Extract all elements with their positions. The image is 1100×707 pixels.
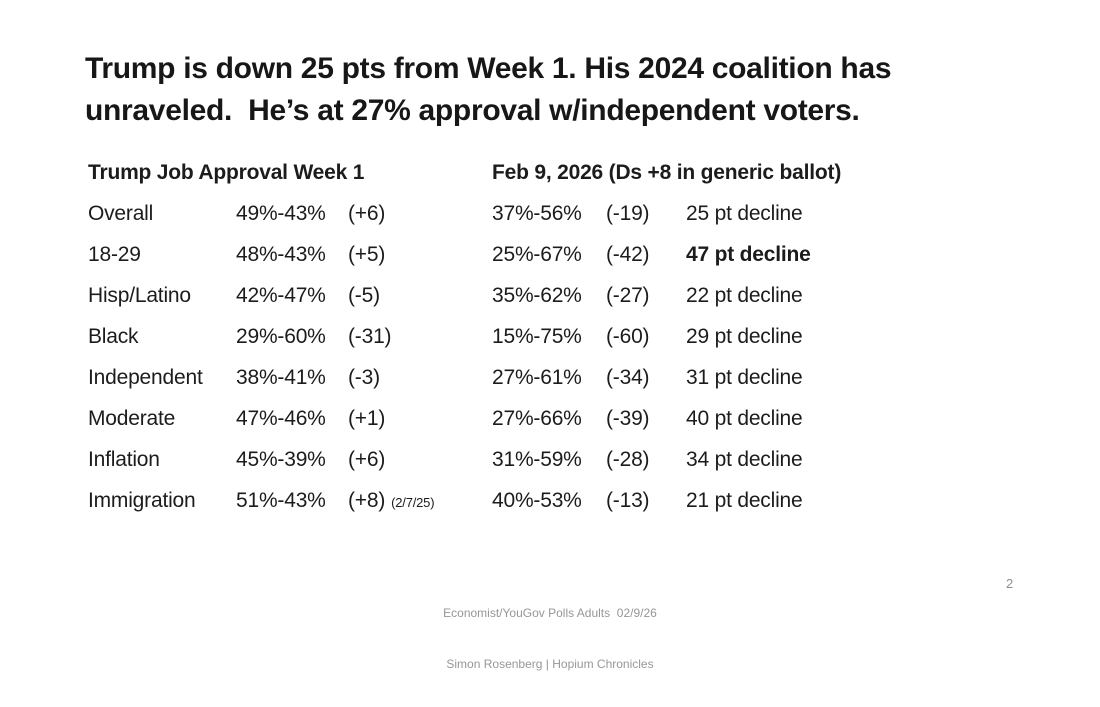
week1-margin: (-3)	[348, 366, 380, 389]
feb9-margin: (-34)	[606, 366, 650, 389]
week1-approval: 42%-47%	[236, 284, 326, 307]
table-body: Overall 49%-43% (+6) 37%-56% (-19) 25 pt…	[88, 193, 1008, 521]
feb9-margin: (-28)	[606, 448, 650, 471]
feb9-approval: 35%-62%	[492, 284, 582, 307]
row-label: Independent	[88, 366, 203, 389]
feb9-margin: (-42)	[606, 243, 650, 266]
feb9-margin: (-19)	[606, 202, 650, 225]
decline-value: 40 pt decline	[686, 407, 803, 430]
row-label: Immigration	[88, 489, 196, 512]
row-label: Moderate	[88, 407, 176, 430]
table-row: Moderate 47%-46% (+1) 27%-66% (-39) 40 p…	[88, 398, 1008, 439]
week1-approval: 51%-43%	[236, 489, 326, 512]
decline-value: 25 pt decline	[686, 202, 803, 225]
feb9-approval: 15%-75%	[492, 325, 582, 348]
table-header-row: Trump Job Approval Week 1 Feb 9, 2026 (D…	[88, 152, 1008, 193]
week1-margin: (-5)	[348, 284, 380, 307]
table-row: Hisp/Latino 42%-47% (-5) 35%-62% (-27) 2…	[88, 275, 1008, 316]
week1-margin: (+6)	[348, 202, 386, 225]
feb9-approval: 31%-59%	[492, 448, 582, 471]
feb9-approval: 25%-67%	[492, 243, 582, 266]
feb9-approval: 40%-53%	[492, 489, 582, 512]
footer-source-line: Economist/YouGov Polls Adults 02/9/26	[443, 606, 657, 620]
week1-approval: 47%-46%	[236, 407, 326, 430]
week1-approval: 29%-60%	[236, 325, 326, 348]
column-header-feb9: Feb 9, 2026 (Ds +8 in generic ballot)	[492, 161, 842, 184]
table-row: Black 29%-60% (-31) 15%-75% (-60) 29 pt …	[88, 316, 1008, 357]
table-row: Immigration 51%-43% (+8) (2/7/25) 40%-53%…	[88, 480, 1008, 521]
row-label: Overall	[88, 202, 154, 225]
column-header-week1: Trump Job Approval Week 1	[88, 161, 365, 184]
footer-author-line: Simon Rosenberg | Hopium Chronicles	[446, 657, 654, 671]
row-label: Inflation	[88, 448, 160, 471]
decline-value: 47 pt decline	[686, 243, 811, 266]
week1-margin: (-31)	[348, 325, 392, 348]
slide-title: Trump is down 25 pts from Week 1. His 20…	[85, 52, 892, 127]
week1-approval: 45%-39%	[236, 448, 326, 471]
week1-approval: 38%-41%	[236, 366, 326, 389]
slide-page-number: 2	[1006, 576, 1014, 591]
feb9-margin: (-13)	[606, 489, 650, 512]
table-row: Inflation 45%-39% (+6) 31%-59% (-28) 34 …	[88, 439, 1008, 480]
feb9-approval: 27%-61%	[492, 366, 582, 389]
decline-value: 21 pt decline	[686, 489, 803, 512]
week1-approval: 49%-43%	[236, 202, 326, 225]
week1-margin: (+8) (2/7/25)	[348, 489, 435, 512]
week1-margin: (+5)	[348, 243, 386, 266]
decline-value: 34 pt decline	[686, 448, 803, 471]
week1-margin: (+6)	[348, 448, 386, 471]
week1-margin: (+1)	[348, 407, 386, 430]
slide: Trump is down 25 pts from Week 1. His 20…	[85, 52, 1014, 671]
decline-value: 22 pt decline	[686, 284, 803, 307]
feb9-margin: (-39)	[606, 407, 650, 430]
row-label: Black	[88, 325, 139, 348]
week1-approval: 48%-43%	[236, 243, 326, 266]
feb9-margin: (-27)	[606, 284, 650, 307]
slide-footer: Economist/YouGov Polls Adults 02/9/26 Si…	[0, 571, 1100, 707]
row-label: Hisp/Latino	[88, 284, 191, 307]
poll-comparison-table: Trump Job Approval Week 1 Feb 9, 2026 (D…	[88, 152, 1008, 521]
decline-value: 29 pt decline	[686, 325, 803, 348]
feb9-approval: 37%-56%	[492, 202, 582, 225]
week1-date-note: (2/7/25)	[391, 495, 435, 510]
decline-value: 31 pt decline	[686, 366, 803, 389]
feb9-margin: (-60)	[606, 325, 650, 348]
feb9-approval: 27%-66%	[492, 407, 582, 430]
table-row: Independent 38%-41% (-3) 27%-61% (-34) 3…	[88, 357, 1008, 398]
row-label: 18-29	[88, 243, 141, 266]
table-row: 18-29 48%-43% (+5) 25%-67% (-42) 47 pt d…	[88, 234, 1008, 275]
table-row: Overall 49%-43% (+6) 37%-56% (-19) 25 pt…	[88, 193, 1008, 234]
